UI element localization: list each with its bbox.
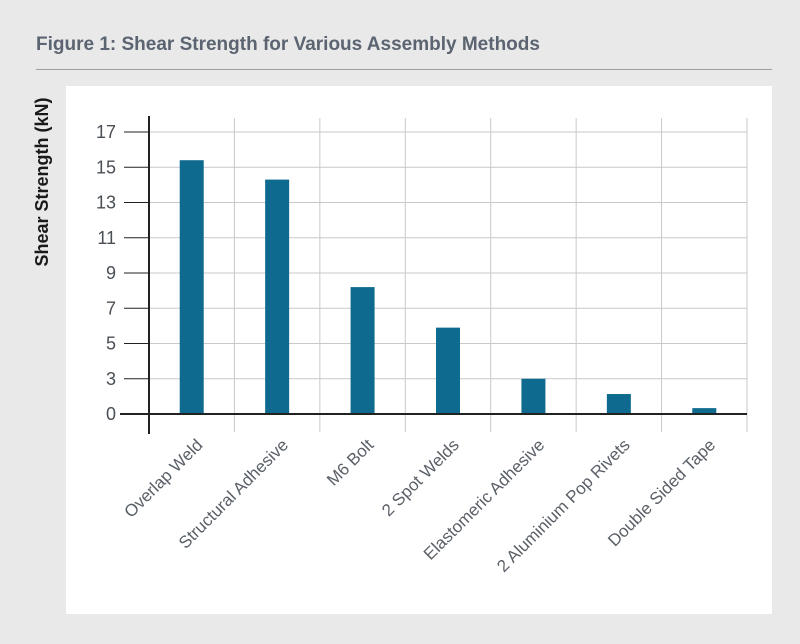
bar — [692, 408, 717, 414]
y-tick-label: 13 — [96, 193, 116, 213]
y-tick-label: 11 — [97, 228, 116, 248]
figure-title: Figure 1: Shear Strength for Various Ass… — [36, 34, 540, 55]
y-tick-labels: 0 3 5 7 9 11 13 15 17 — [96, 122, 116, 424]
y-tick-label: 5 — [106, 334, 116, 354]
x-category-label: M6 Bolt — [323, 435, 377, 489]
bar — [436, 327, 460, 414]
y-tick-label: 0 — [106, 404, 116, 424]
y-tick-label: 15 — [96, 157, 116, 177]
x-category-label: 2 Spot Welds — [378, 435, 463, 520]
y-tick-label: 9 — [106, 263, 116, 283]
title-divider — [36, 69, 772, 70]
y-tick-label: 7 — [106, 298, 116, 318]
bar — [606, 394, 631, 414]
bar — [265, 179, 290, 414]
bar — [350, 287, 375, 414]
bar — [521, 378, 546, 414]
bar — [179, 160, 204, 414]
y-tick-label: 17 — [96, 122, 116, 142]
y-tick-label: 3 — [106, 369, 116, 389]
bars — [179, 160, 717, 414]
axes — [120, 116, 747, 434]
y-axis-label: Shear Strength (kN) — [32, 97, 52, 266]
x-category-label: Overlap Weld — [120, 435, 206, 521]
